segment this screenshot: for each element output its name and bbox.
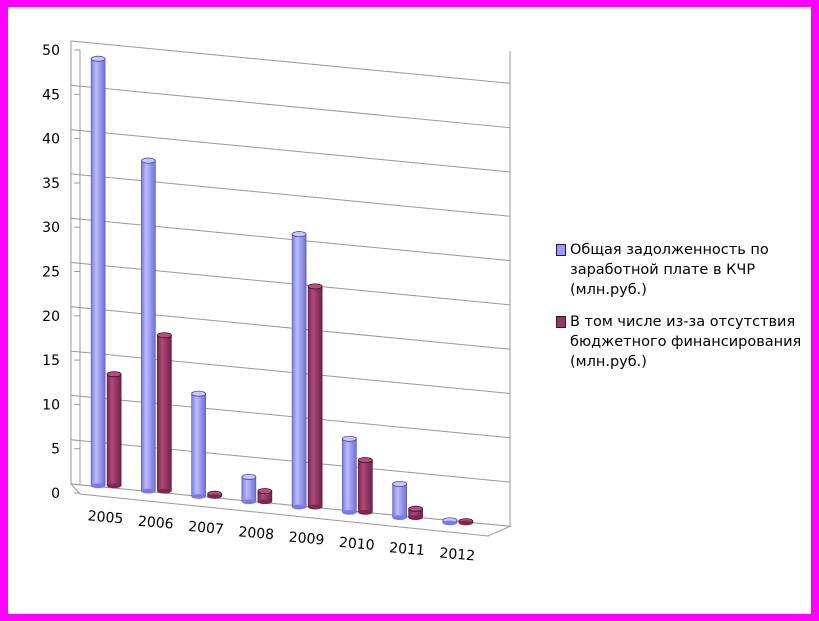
bar-budget-debt <box>357 457 373 515</box>
legend-swatch-budget-debt <box>556 316 566 328</box>
bar-chart: 0 5 10 15 20 25 30 35 40 45 50 2005 2006 2007 2008 2009… <box>42 40 512 565</box>
x-tick-label: 2010 <box>338 535 375 554</box>
y-tick-label: 45 <box>42 87 60 103</box>
gridline <box>70 350 511 394</box>
bar-budget-debt <box>307 283 323 510</box>
label-layer: 0 5 10 15 20 25 30 35 40 45 50 2005 2006 2007 2008 2009… <box>42 43 476 565</box>
legend-label-budget-debt-line-1: В том числе из-за отсутствия <box>570 314 796 330</box>
x-tick-label: 2007 <box>188 519 225 538</box>
x-tick-label: 2008 <box>238 524 275 543</box>
bar-budget-debt <box>156 332 172 494</box>
gridline <box>70 84 511 129</box>
bar-total-debt <box>140 157 156 494</box>
legend-label-total-debt-line-3: (млн.руб.) <box>570 282 647 298</box>
x-tick-label: 2012 <box>439 545 476 564</box>
legend-swatch-total-debt <box>556 244 566 256</box>
axis-layer <box>69 41 512 537</box>
legend-label-total-debt-line-2: заработной плате в КЧР <box>570 262 756 278</box>
bar-budget-debt <box>408 505 424 521</box>
y-tick-label: 15 <box>42 353 60 369</box>
y-tick-label: 50 <box>42 43 60 59</box>
y-tick-label: 25 <box>42 265 60 281</box>
bar-total-debt <box>392 481 408 521</box>
gridline <box>70 129 511 173</box>
legend: Общая задолженность по заработной плате … <box>556 240 806 384</box>
y-tick-label: 10 <box>42 397 60 413</box>
gridline <box>70 262 511 306</box>
y-tick-label: 0 <box>51 486 60 502</box>
gridline <box>70 173 511 217</box>
legend-label-budget-debt-line-3: (млн.руб.) <box>570 354 647 370</box>
y-tick-label: 5 <box>51 442 60 458</box>
x-tick-label: 2005 <box>87 508 124 527</box>
legend-label-total-debt-line-1: Общая задолженность по <box>570 242 769 258</box>
bar-total-debt <box>442 517 458 526</box>
gridline <box>70 394 511 439</box>
y-tick-label: 40 <box>42 132 60 148</box>
y-tick-label: 30 <box>42 220 60 236</box>
legend-entry-budget-debt: В том числе из-за отсутствия бюджетного … <box>556 312 806 372</box>
bar-total-debt <box>291 231 307 510</box>
bar-total-debt <box>191 390 207 499</box>
bar-budget-debt <box>257 488 273 505</box>
gridline <box>70 217 511 262</box>
gridline <box>70 439 511 483</box>
y-tick-label: 20 <box>42 309 60 325</box>
legend-label-budget-debt-line-2: бюджетного финансирования <box>570 334 802 350</box>
bar-budget-debt <box>106 371 122 489</box>
gridline <box>70 306 511 350</box>
bar-total-debt <box>90 55 106 489</box>
x-tick-label: 2011 <box>389 540 426 559</box>
bar-budget-debt <box>207 490 223 499</box>
x-tick-label: 2009 <box>288 530 325 549</box>
x-tick-label: 2006 <box>137 514 174 533</box>
bar-total-debt <box>341 435 357 515</box>
bar-layer <box>90 55 474 526</box>
grid-layer <box>70 40 511 527</box>
gridline <box>70 40 511 84</box>
bar-total-debt <box>241 473 257 505</box>
legend-entry-total-debt: Общая задолженность по заработной плате … <box>556 240 806 300</box>
bar-budget-debt <box>458 518 474 526</box>
y-tick-label: 35 <box>42 176 60 192</box>
chart-frame: 0 5 10 15 20 25 30 35 40 45 50 2005 2006 2007 2008 2009… <box>8 7 811 614</box>
